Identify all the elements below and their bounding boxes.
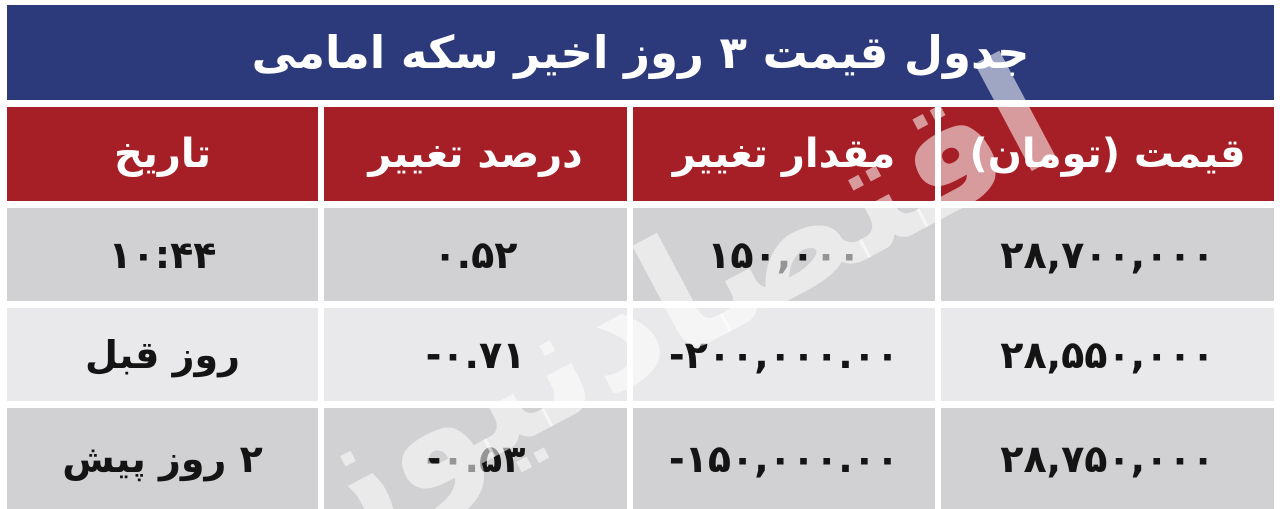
table-title: جدول قیمت ۳ روز اخیر سکه امامی (251, 26, 1030, 79)
column-header-price: قیمت (تومان) (941, 107, 1274, 201)
table-cell-price-row2: ۲۸,۵۵۰,۰۰۰ (941, 308, 1274, 401)
table-cell-change-percent-row1: ۰.۵۲ (324, 208, 627, 301)
table-cell-change-amount-row2: -۲۰۰,۰۰۰.۰۰ (633, 308, 935, 401)
table-cell-date-row1: ۱۰:۴۴ (7, 208, 318, 301)
column-header-change-percent: درصد تغییر (324, 107, 627, 201)
table-cell-price-row3: ۲۸,۷۵۰,۰۰۰ (941, 408, 1274, 509)
price-table: قیمت (تومان) مقدار تغییر درصد تغییر تاری… (7, 107, 1274, 509)
column-header-change-amount: مقدار تغییر (633, 107, 935, 201)
table-cell-change-percent-row2: -۰.۷۱ (324, 308, 627, 401)
table-cell-date-row3: ۲ روز پیش (7, 408, 318, 509)
table-cell-change-amount-row1: ۱۵۰,۰۰۰ (633, 208, 935, 301)
table-cell-date-row2: روز قبل (7, 308, 318, 401)
table-cell-price-row1: ۲۸,۷۰۰,۰۰۰ (941, 208, 1274, 301)
table-cell-change-percent-row3: -۰.۵۳ (324, 408, 627, 509)
column-header-date: تاریخ (7, 107, 318, 201)
table-cell-change-amount-row3: -۱۵۰,۰۰۰.۰۰ (633, 408, 935, 509)
table-title-bar: جدول قیمت ۳ روز اخیر سکه امامی (7, 5, 1274, 100)
